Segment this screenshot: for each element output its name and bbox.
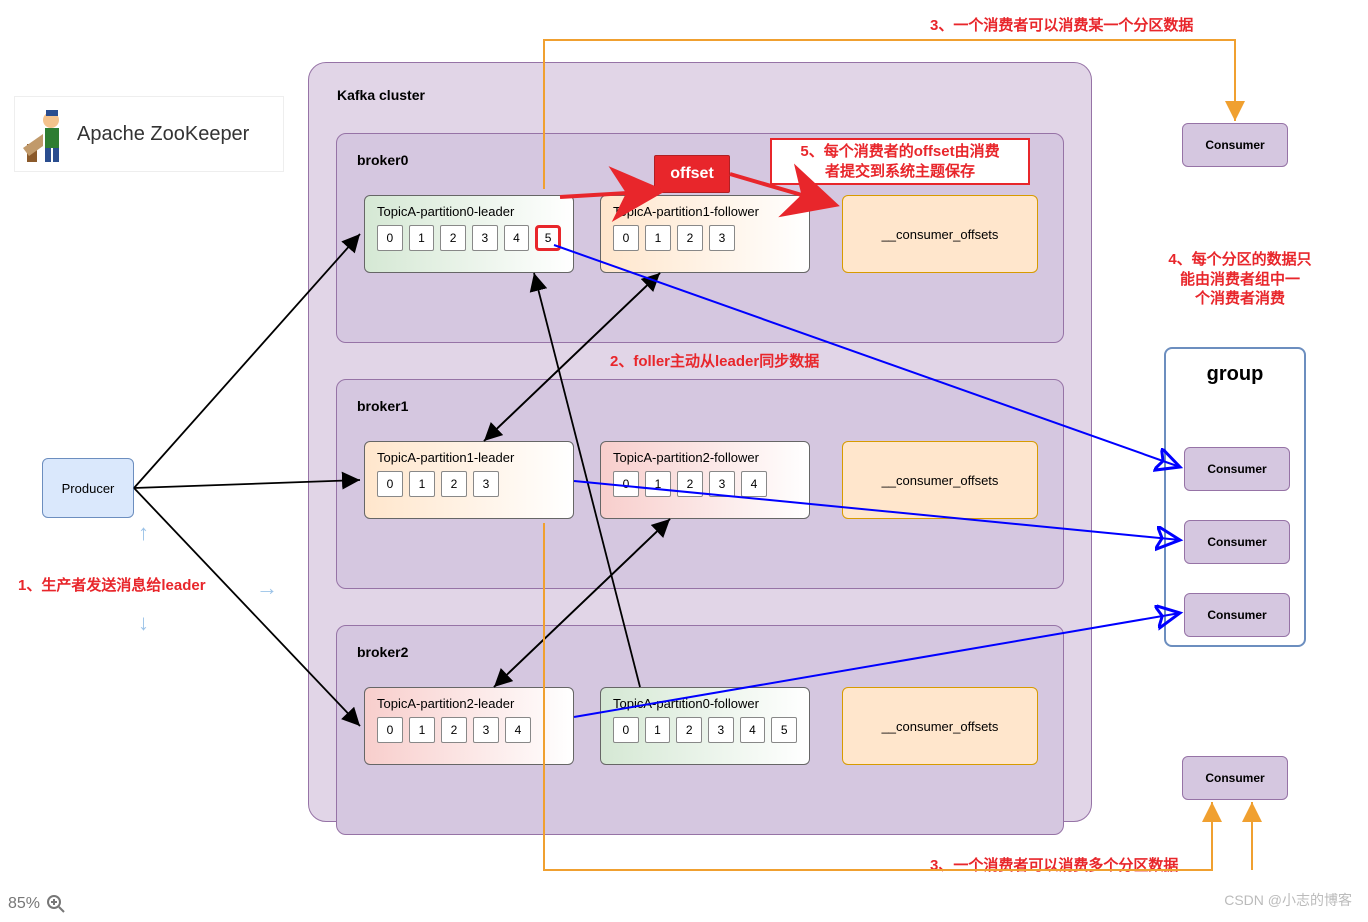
offset-badge: offset <box>654 155 730 193</box>
consumer-offsets-2: __consumer_offsets <box>842 687 1038 765</box>
partition-label: TopicA-partition0-leader <box>377 204 561 219</box>
cell: 1 <box>645 471 671 497</box>
consumer-bottom: Consumer <box>1182 756 1288 800</box>
cell: 2 <box>677 471 703 497</box>
broker-title: broker1 <box>357 398 408 414</box>
watermark: CSDN @小志的博客 <box>1224 890 1352 910</box>
cell: 1 <box>409 471 435 497</box>
leader-partition-0: TopicA-partition0-leader 012345 <box>364 195 574 273</box>
zoom-value: 85% <box>8 895 40 913</box>
consumer-offsets-0: __consumer_offsets <box>842 195 1038 273</box>
annotation-4-l3: 个消费者消费 <box>1140 289 1340 309</box>
deco-arrow-up-icon: ↑ <box>138 520 149 546</box>
cell: 0 <box>613 717 639 743</box>
cell: 0 <box>613 471 639 497</box>
partition-label: TopicA-partition2-leader <box>377 696 561 711</box>
consumer-top: Consumer <box>1182 123 1288 167</box>
annotation-4-l2: 能由消费者组中一 <box>1140 270 1340 290</box>
cell: 0 <box>613 225 639 251</box>
group-title: group <box>1166 363 1304 386</box>
consumer-bottom-label: Consumer <box>1205 771 1264 785</box>
leader-partition-2: TopicA-partition2-leader 01234 <box>364 687 574 765</box>
cell-row: 012345 <box>377 225 561 251</box>
zookeeper-icon <box>21 104 69 164</box>
deco-arrow-right-icon: → <box>256 575 278 601</box>
cell: 0 <box>377 225 403 251</box>
producer-box: Producer <box>42 458 134 518</box>
cell: 4 <box>740 717 766 743</box>
cell: 1 <box>409 225 435 251</box>
group-consumer-0: Consumer <box>1184 447 1290 491</box>
deco-arrow-down-icon: ↓ <box>138 610 149 636</box>
cell: 5 <box>535 225 561 251</box>
cell: 4 <box>505 717 531 743</box>
zookeeper-label: Apache ZooKeeper <box>77 123 249 146</box>
cell: 2 <box>441 471 467 497</box>
producer-label: Producer <box>62 481 115 496</box>
cell-row: 0123 <box>377 471 561 497</box>
cell: 4 <box>504 225 530 251</box>
cell-row: 012345 <box>613 717 797 743</box>
follower-partition-1: TopicA-partition2-follower 01234 <box>600 441 810 519</box>
cell: 3 <box>473 471 499 497</box>
cell: 0 <box>377 717 403 743</box>
zoom-indicator[interactable]: 85% <box>8 894 66 914</box>
annotation-1: 1、生产者发送消息给leader <box>18 574 206 595</box>
cell: 5 <box>771 717 797 743</box>
partition-label: TopicA-partition2-follower <box>613 450 797 465</box>
consumer-offsets-1: __consumer_offsets <box>842 441 1038 519</box>
group-consumer-2: Consumer <box>1184 593 1290 637</box>
annotation-4-l1: 4、每个分区的数据只 <box>1140 250 1340 270</box>
offset-label: offset <box>670 165 714 183</box>
annotation-4: 4、每个分区的数据只 能由消费者组中一 个消费者消费 <box>1140 250 1340 309</box>
cell: 2 <box>441 717 467 743</box>
cell: 3 <box>709 471 735 497</box>
cell: 0 <box>377 471 403 497</box>
partition-label: TopicA-partition1-leader <box>377 450 561 465</box>
partition-label: TopicA-partition0-follower <box>613 696 797 711</box>
consumer-group: group Consumer Consumer Consumer <box>1164 347 1306 647</box>
cell: 1 <box>645 717 671 743</box>
consumer-top-label: Consumer <box>1205 138 1264 152</box>
cell-row: 0123 <box>613 225 797 251</box>
annotation-5-l1: 5、每个消费者的offset由消费 <box>776 142 1024 162</box>
broker-title: broker2 <box>357 644 408 660</box>
annotation-5-l2: 者提交到系统主题保存 <box>776 162 1024 182</box>
leader-partition-1: TopicA-partition1-leader 0123 <box>364 441 574 519</box>
zookeeper-block: Apache ZooKeeper <box>14 96 284 172</box>
group-consumer-1: Consumer <box>1184 520 1290 564</box>
cluster-title: Kafka cluster <box>337 87 425 103</box>
cell: 3 <box>472 225 498 251</box>
follower-partition-2: TopicA-partition0-follower 012345 <box>600 687 810 765</box>
cell: 1 <box>409 717 435 743</box>
annotation-5: 5、每个消费者的offset由消费 者提交到系统主题保存 <box>770 138 1030 185</box>
zoom-in-icon[interactable] <box>46 894 66 914</box>
broker-title: broker0 <box>357 152 408 168</box>
cell: 3 <box>709 225 735 251</box>
cell-row: 01234 <box>613 471 797 497</box>
cell: 2 <box>677 225 703 251</box>
annotation-3-top: 3、一个消费者可以消费某一个分区数据 <box>930 14 1193 35</box>
annotation-3-bottom: 3、一个消费者可以消费多个分区数据 <box>930 854 1178 875</box>
cell: 3 <box>473 717 499 743</box>
cell: 3 <box>708 717 734 743</box>
cell-row: 01234 <box>377 717 561 743</box>
cell: 2 <box>440 225 466 251</box>
follower-partition-0: TopicA-partition1-follower 0123 <box>600 195 810 273</box>
annotation-2: 2、foller主动从leader同步数据 <box>610 350 819 371</box>
cell: 1 <box>645 225 671 251</box>
cell: 2 <box>676 717 702 743</box>
cell: 4 <box>741 471 767 497</box>
partition-label: TopicA-partition1-follower <box>613 204 797 219</box>
